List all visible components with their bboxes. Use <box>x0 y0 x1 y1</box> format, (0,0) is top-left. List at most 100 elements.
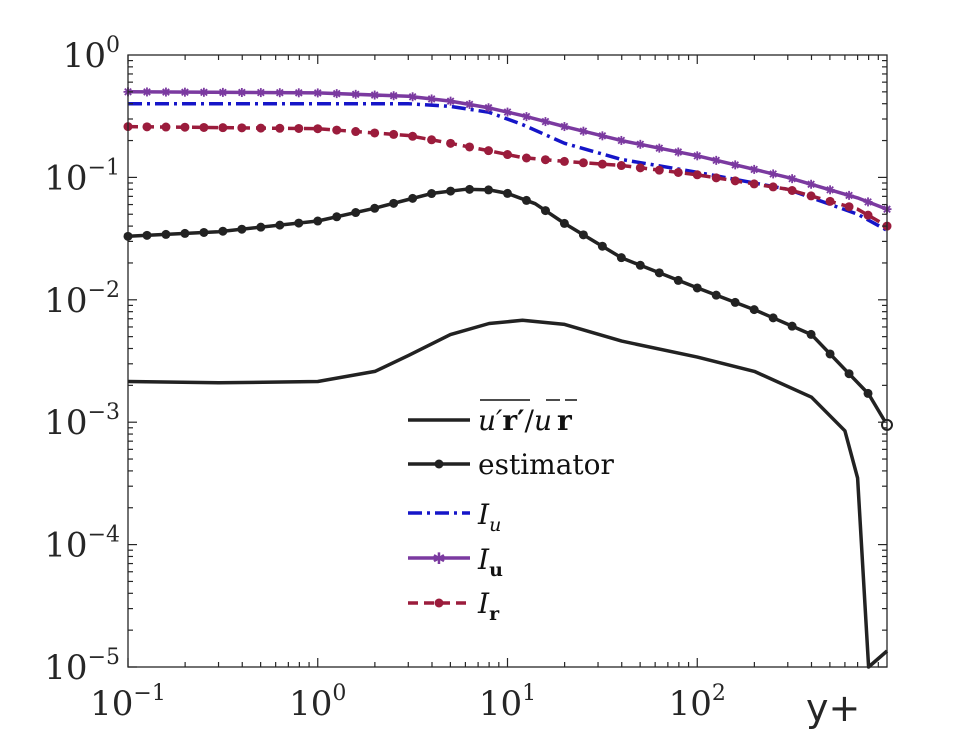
marker-estimator <box>597 241 607 251</box>
marker-I_u_vector <box>768 169 778 179</box>
marker-I_r <box>256 123 266 133</box>
legend-label-I-u-vector: Iu <box>477 543 503 581</box>
marker-I_r <box>616 161 626 171</box>
marker-estimator <box>142 230 152 240</box>
marker-I_u_vector <box>313 88 323 98</box>
legend-label-I-r: Ir <box>477 587 500 625</box>
marker-estimator <box>389 198 399 208</box>
marker-estimator <box>730 297 740 307</box>
marker-estimator <box>275 220 285 230</box>
marker-I_u_vector <box>332 89 342 99</box>
marker-I_r <box>465 142 475 152</box>
marker-I_r <box>597 159 607 169</box>
marker-I_r <box>559 156 569 166</box>
marker-estimator <box>540 206 550 216</box>
y-tick-label: 10−5 <box>44 645 120 688</box>
marker-I_u_vector <box>635 139 645 149</box>
marker-I_r <box>161 122 171 132</box>
marker-estimator <box>692 283 702 293</box>
series-line-correlation <box>127 318 889 669</box>
marker-estimator <box>673 275 683 285</box>
marker-I_r <box>427 135 437 145</box>
marker-estimator <box>446 186 456 196</box>
marker-I_u_vector <box>540 117 550 127</box>
tick-labels-layer: 10−1 100 101 102 100 10−1 10−2 10−3 10−4 10−5 <box>44 33 726 724</box>
marker-I_r <box>825 196 835 206</box>
marker-I_r <box>275 123 285 133</box>
legend-label-I-u-scalar: Iu <box>477 498 501 536</box>
marker-I_u_vector <box>730 160 740 170</box>
y-tick-label: 100 <box>63 33 120 76</box>
marker-I_r <box>654 165 664 175</box>
marker-estimator <box>465 184 475 194</box>
marker-I_u_vector <box>408 92 418 102</box>
marker-I_r <box>332 125 342 135</box>
marker-I_u_vector <box>294 88 304 98</box>
marker-I_u_vector <box>351 89 361 99</box>
marker-I_u_vector <box>218 87 228 97</box>
marker-estimator <box>484 185 494 195</box>
marker-estimator <box>408 193 418 203</box>
ticks-layer <box>127 55 887 668</box>
marker-I_u_vector <box>503 107 512 117</box>
marker-I_u_vector <box>597 131 607 141</box>
marker-I_r <box>749 179 759 189</box>
marker-I_u_vector <box>521 112 531 122</box>
legend: u′r′/u r estimator Iu ✱ Iu Ir <box>408 399 615 625</box>
marker-I_r <box>294 123 304 133</box>
marker-I_u_vector <box>806 179 816 189</box>
marker-I_r <box>142 122 152 132</box>
marker-I_r <box>218 123 228 133</box>
marker-I_r <box>540 155 550 165</box>
marker-I_u_vector <box>711 155 721 165</box>
marker-I_u_vector <box>389 91 399 101</box>
marker-I_u_vector <box>237 87 247 97</box>
marker-estimator <box>351 208 361 218</box>
marker-estimator <box>521 195 531 205</box>
legend-label-estimator: estimator <box>478 448 615 481</box>
marker-I_u_vector <box>616 135 626 145</box>
marker-estimator <box>768 313 778 323</box>
marker-estimator <box>825 349 835 359</box>
marker-estimator <box>863 388 873 398</box>
marker-I_u_vector <box>825 185 835 195</box>
marker-I_r <box>673 167 683 177</box>
legend-marker-I-r <box>434 598 444 608</box>
marker-estimator <box>787 321 797 331</box>
marker-estimator <box>654 268 664 278</box>
marker-I_r <box>806 191 816 201</box>
y-tick-label: 10−1 <box>44 155 120 198</box>
marker-I_r <box>408 131 418 141</box>
marker-I_r <box>692 170 702 180</box>
marker-I_u_vector <box>559 122 569 132</box>
marker-estimator <box>370 203 380 213</box>
marker-I_r <box>180 122 190 132</box>
marker-I_u_vector <box>844 190 854 200</box>
marker-I_r <box>578 158 588 168</box>
series-line-I_u_scalar <box>128 101 888 232</box>
marker-I_u_vector <box>484 103 494 113</box>
plot-frame <box>127 54 888 668</box>
marker-I_u_vector <box>749 164 759 174</box>
marker-I_r <box>863 210 873 220</box>
y-tick-label: 10−4 <box>44 523 120 566</box>
marker-I_r <box>503 150 512 160</box>
svg-text:u′r′/ur: u′r′/u r <box>478 404 573 437</box>
marker-I_r <box>635 163 645 173</box>
marker-I_r <box>351 127 361 137</box>
marker-estimator <box>844 369 854 379</box>
marker-I_r <box>446 138 456 148</box>
series-layer <box>123 87 893 669</box>
marker-I_u_vector <box>275 88 285 98</box>
marker-I_u_vector <box>370 90 380 100</box>
marker-I_u_vector <box>787 174 797 184</box>
marker-estimator <box>616 253 626 263</box>
x-tick-label: 102 <box>669 681 726 724</box>
marker-estimator <box>332 212 342 222</box>
x-tick-label: 100 <box>289 681 346 724</box>
x-tick-label: 101 <box>479 681 536 724</box>
marker-estimator <box>503 188 512 198</box>
marker-I_u_vector <box>578 126 588 136</box>
marker-estimator <box>161 229 171 239</box>
